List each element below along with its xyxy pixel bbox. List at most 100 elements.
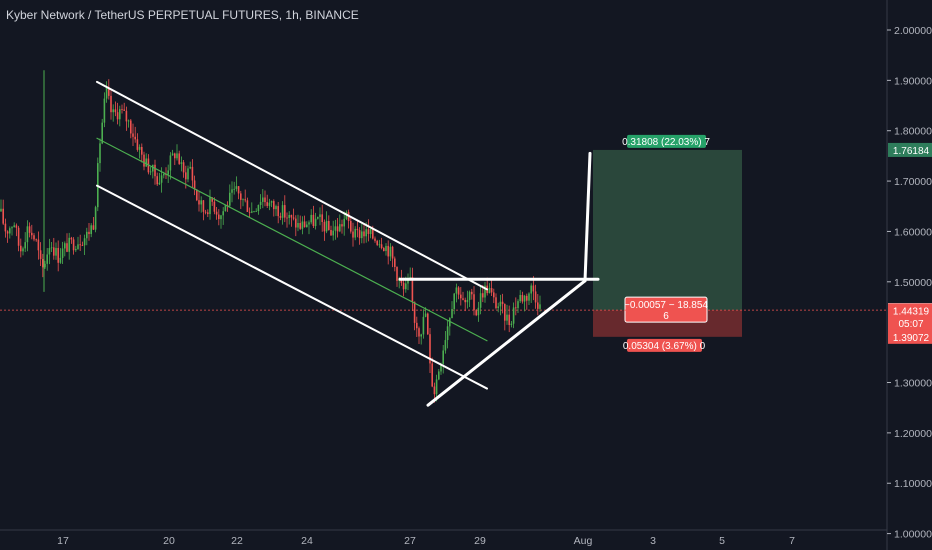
time-tick-label: 17 (57, 535, 69, 547)
candle (33, 233, 35, 242)
candle-body (438, 371, 440, 380)
candle (127, 119, 130, 128)
candle-body (198, 200, 200, 205)
candle-body (341, 224, 343, 227)
candle-body (22, 248, 24, 252)
candle (156, 172, 158, 187)
candle-body (28, 226, 31, 233)
candle-body (352, 231, 354, 238)
candle (396, 266, 398, 287)
profit-zone[interactable] (593, 149, 742, 311)
drawings[interactable] (96, 80, 600, 407)
candle-body (523, 295, 526, 302)
candle (9, 226, 11, 239)
candle-body (180, 162, 183, 164)
candle (286, 212, 288, 228)
candle-body (13, 225, 15, 228)
candle-body (114, 109, 117, 113)
candle (317, 216, 319, 220)
candle-body (6, 231, 9, 234)
candle-body (504, 304, 506, 321)
candle-body (77, 244, 79, 249)
candle (253, 210, 255, 213)
candle (165, 167, 167, 180)
candle (383, 246, 385, 252)
candle-body (116, 112, 119, 120)
candle-body (94, 207, 97, 230)
candle-body (372, 229, 374, 239)
candle-body (297, 223, 299, 228)
candle-body (158, 182, 161, 185)
position-tool[interactable]: 0.31808 (22.03%) 7 0.05304 (3.67%) 0 −0.00… (0, 134, 887, 352)
price-tick-label: 1.80000 (894, 126, 932, 138)
candle-body (534, 291, 537, 303)
candle-body (143, 154, 145, 167)
candle-body (160, 175, 163, 183)
candle-body (427, 313, 429, 335)
candle-body (332, 230, 334, 236)
price-tick-label: 1.30000 (894, 378, 932, 390)
candle (94, 205, 97, 233)
candle-body (475, 310, 477, 316)
candle (123, 102, 125, 111)
candle (125, 106, 128, 131)
candle-body (251, 211, 253, 213)
candle-body (290, 214, 293, 218)
candle-body (204, 211, 207, 213)
candle-body (141, 146, 143, 155)
candle (497, 302, 499, 313)
candle (332, 220, 334, 241)
price-axis[interactable]: 2.00000 1.90000 1.80000 1.70000 1.60000 1.500… (886, 0, 932, 550)
candle (352, 222, 354, 247)
candle-body (55, 247, 57, 256)
candle (281, 201, 284, 225)
candle-body (363, 231, 365, 237)
candle-body (218, 214, 220, 220)
support-line[interactable] (426, 279, 587, 407)
candle-body (79, 244, 81, 246)
candle (407, 273, 409, 291)
candle (266, 194, 268, 209)
candle-body (526, 295, 528, 301)
candle-body (325, 221, 328, 232)
candle-body (506, 314, 508, 321)
channel-lower-line[interactable] (96, 184, 488, 390)
candle-body (484, 285, 486, 298)
candle (15, 223, 18, 237)
channel-upper-line[interactable] (96, 80, 488, 291)
candle (453, 292, 455, 315)
candle (189, 161, 191, 170)
candle-body (154, 164, 156, 177)
candle-body (358, 230, 361, 239)
breakout-arrow-line[interactable] (583, 151, 592, 283)
candle-body (418, 328, 420, 337)
channel-mid-line[interactable] (96, 137, 488, 342)
candle-body (312, 214, 315, 227)
candle-body (178, 153, 180, 164)
candle (361, 223, 363, 244)
candle (446, 320, 449, 349)
candle (356, 219, 359, 238)
candle (77, 236, 79, 250)
candle (303, 215, 306, 228)
candle-body (539, 304, 541, 309)
candle-body (446, 326, 449, 341)
candle (471, 288, 473, 300)
candle-body (235, 186, 238, 189)
candle-body (222, 211, 224, 216)
candle (350, 217, 352, 234)
candle (53, 237, 55, 260)
candle (224, 204, 227, 212)
candle-body (449, 318, 451, 327)
candle-body (457, 287, 460, 295)
candle (391, 245, 394, 268)
candle-body (123, 109, 125, 111)
candle (46, 248, 48, 271)
candle (490, 279, 493, 297)
time-axis[interactable]: 17 20 22 24 27 29 Aug 3 5 7 (0, 529, 887, 547)
candle (176, 144, 178, 161)
candle-body (354, 228, 356, 238)
candle (251, 202, 253, 214)
candle (86, 227, 88, 246)
